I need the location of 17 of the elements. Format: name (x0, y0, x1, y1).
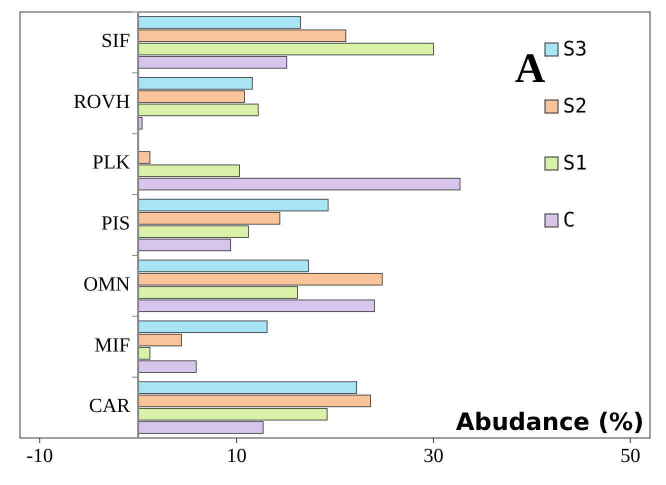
y-tick-label: PLK (92, 152, 131, 174)
y-tick-label: ROVH (73, 90, 130, 113)
x-tick-label: -10 (26, 445, 54, 467)
x-tick-label: 10 (226, 445, 247, 467)
y-tick-label: PIS (101, 212, 130, 235)
legend-label: S2 (563, 93, 588, 118)
legend-label: C (563, 207, 576, 232)
annotation: A (514, 46, 546, 92)
y-tick-label: OMN (83, 273, 130, 296)
x-tick-label: 30 (423, 445, 444, 467)
x-axis-title: Abudance (%) (456, 408, 644, 436)
y-tick-label: CAR (89, 395, 131, 418)
legend-label: S3 (563, 36, 588, 60)
y-tick-label: MIF (94, 334, 130, 356)
y-tick-label: SIF (101, 30, 130, 52)
x-tick-label: 50 (620, 445, 640, 467)
legend-label: S1 (563, 150, 588, 174)
